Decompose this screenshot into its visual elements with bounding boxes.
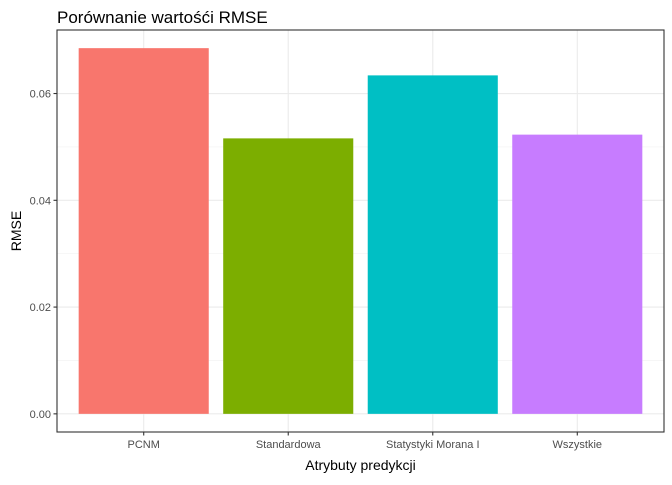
bars	[78, 48, 643, 414]
chart-title: Porównanie wartośći RMSE	[57, 8, 268, 27]
bar-pcnm	[78, 48, 209, 414]
bar-wszystkie	[512, 134, 643, 414]
x-tick-label: Wszystkie	[553, 439, 603, 451]
bar-standardowa	[223, 138, 354, 414]
y-tick-label: 0.06	[30, 89, 51, 101]
y-axis-title: RMSE	[8, 211, 24, 251]
y-axis-ticks: 0.00 0.02 0.04 0.06	[30, 89, 57, 421]
x-axis-ticks: PCNM Standardowa Statystyki Morana I Wszyst…	[128, 432, 603, 451]
x-axis-title: Atrybuty predykcji	[305, 457, 415, 473]
plot-panel-border	[56, 29, 665, 433]
x-tick-label: PCNM	[128, 439, 160, 451]
y-tick-label: 0.00	[30, 409, 51, 421]
y-tick-label: 0.02	[30, 302, 51, 314]
bar-statystyki-morana-i	[367, 75, 498, 414]
x-tick-label: Standardowa	[256, 439, 322, 451]
x-tick-label: Statystyki Morana I	[386, 439, 480, 451]
y-tick-label: 0.04	[30, 195, 51, 207]
